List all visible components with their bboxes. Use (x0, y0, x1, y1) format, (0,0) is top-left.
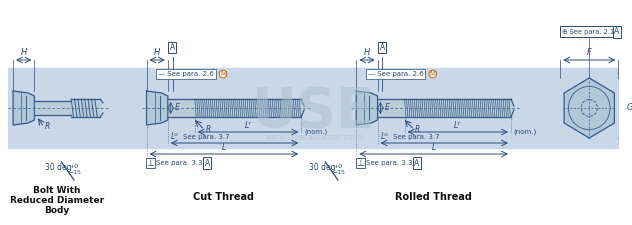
Text: R: R (205, 125, 210, 134)
Text: R: R (415, 125, 420, 134)
Text: G: G (627, 104, 632, 112)
Text: Lᴳ: Lᴳ (171, 132, 179, 141)
Text: A: A (614, 27, 619, 36)
Text: A: A (379, 43, 385, 52)
FancyBboxPatch shape (560, 26, 614, 37)
Bar (8, 68, 619, 148)
Text: Body: Body (44, 206, 70, 215)
Text: Reduced Diameter: Reduced Diameter (9, 196, 104, 205)
Text: H: H (21, 48, 27, 57)
Text: +0: +0 (70, 164, 78, 169)
Polygon shape (404, 99, 511, 117)
Text: ⊕ See para. 2.1.4: ⊕ See para. 2.1.4 (562, 29, 621, 35)
Text: H: H (364, 48, 370, 57)
Text: M: M (220, 71, 226, 77)
Text: — See para. 2.6: — See para. 2.6 (368, 71, 423, 77)
Text: E: E (174, 103, 179, 112)
Text: F: F (587, 48, 592, 57)
Polygon shape (13, 91, 34, 125)
Text: Lᵀ: Lᵀ (245, 121, 252, 130)
Text: (nom.): (nom.) (304, 129, 327, 135)
Polygon shape (147, 91, 168, 125)
Text: R: R (45, 122, 51, 131)
Text: A: A (170, 43, 175, 52)
Text: Bolt With: Bolt With (33, 186, 80, 195)
Text: −15: −15 (332, 170, 345, 175)
Polygon shape (71, 99, 100, 117)
Text: 30 deg: 30 deg (45, 163, 71, 172)
Text: −15: −15 (68, 170, 82, 175)
Text: See para. 3.3: See para. 3.3 (156, 160, 203, 166)
Text: ⊥: ⊥ (147, 158, 154, 167)
Text: A: A (415, 158, 420, 167)
Text: See para. 3.7: See para. 3.7 (183, 134, 230, 140)
Text: 30 deg: 30 deg (309, 163, 336, 172)
Text: M: M (430, 71, 436, 77)
Text: H: H (154, 48, 161, 57)
Text: See para. 3.3: See para. 3.3 (366, 160, 413, 166)
Text: Lᴳ: Lᴳ (380, 132, 389, 141)
Text: L: L (432, 143, 435, 152)
Text: Lᵀ: Lᵀ (454, 121, 461, 130)
Text: +0: +0 (333, 164, 342, 169)
Text: USE: USE (252, 85, 375, 139)
Polygon shape (564, 78, 614, 138)
Text: L: L (222, 143, 226, 152)
Text: A: A (205, 158, 210, 167)
Polygon shape (34, 101, 71, 115)
Text: ⊥: ⊥ (356, 158, 364, 167)
Polygon shape (377, 99, 404, 117)
Text: — See para. 2.6: — See para. 2.6 (158, 71, 214, 77)
Polygon shape (168, 99, 195, 117)
Text: E: E (384, 103, 389, 112)
Text: Rolled Thread: Rolled Thread (395, 192, 472, 202)
Text: See para. 3.7: See para. 3.7 (393, 134, 440, 140)
Polygon shape (356, 91, 377, 125)
Text: Cut Thread: Cut Thread (193, 192, 254, 202)
Text: www.usefastener.com: www.usefastener.com (264, 133, 363, 142)
Polygon shape (195, 99, 301, 117)
Text: (nom.): (nom.) (514, 129, 537, 135)
